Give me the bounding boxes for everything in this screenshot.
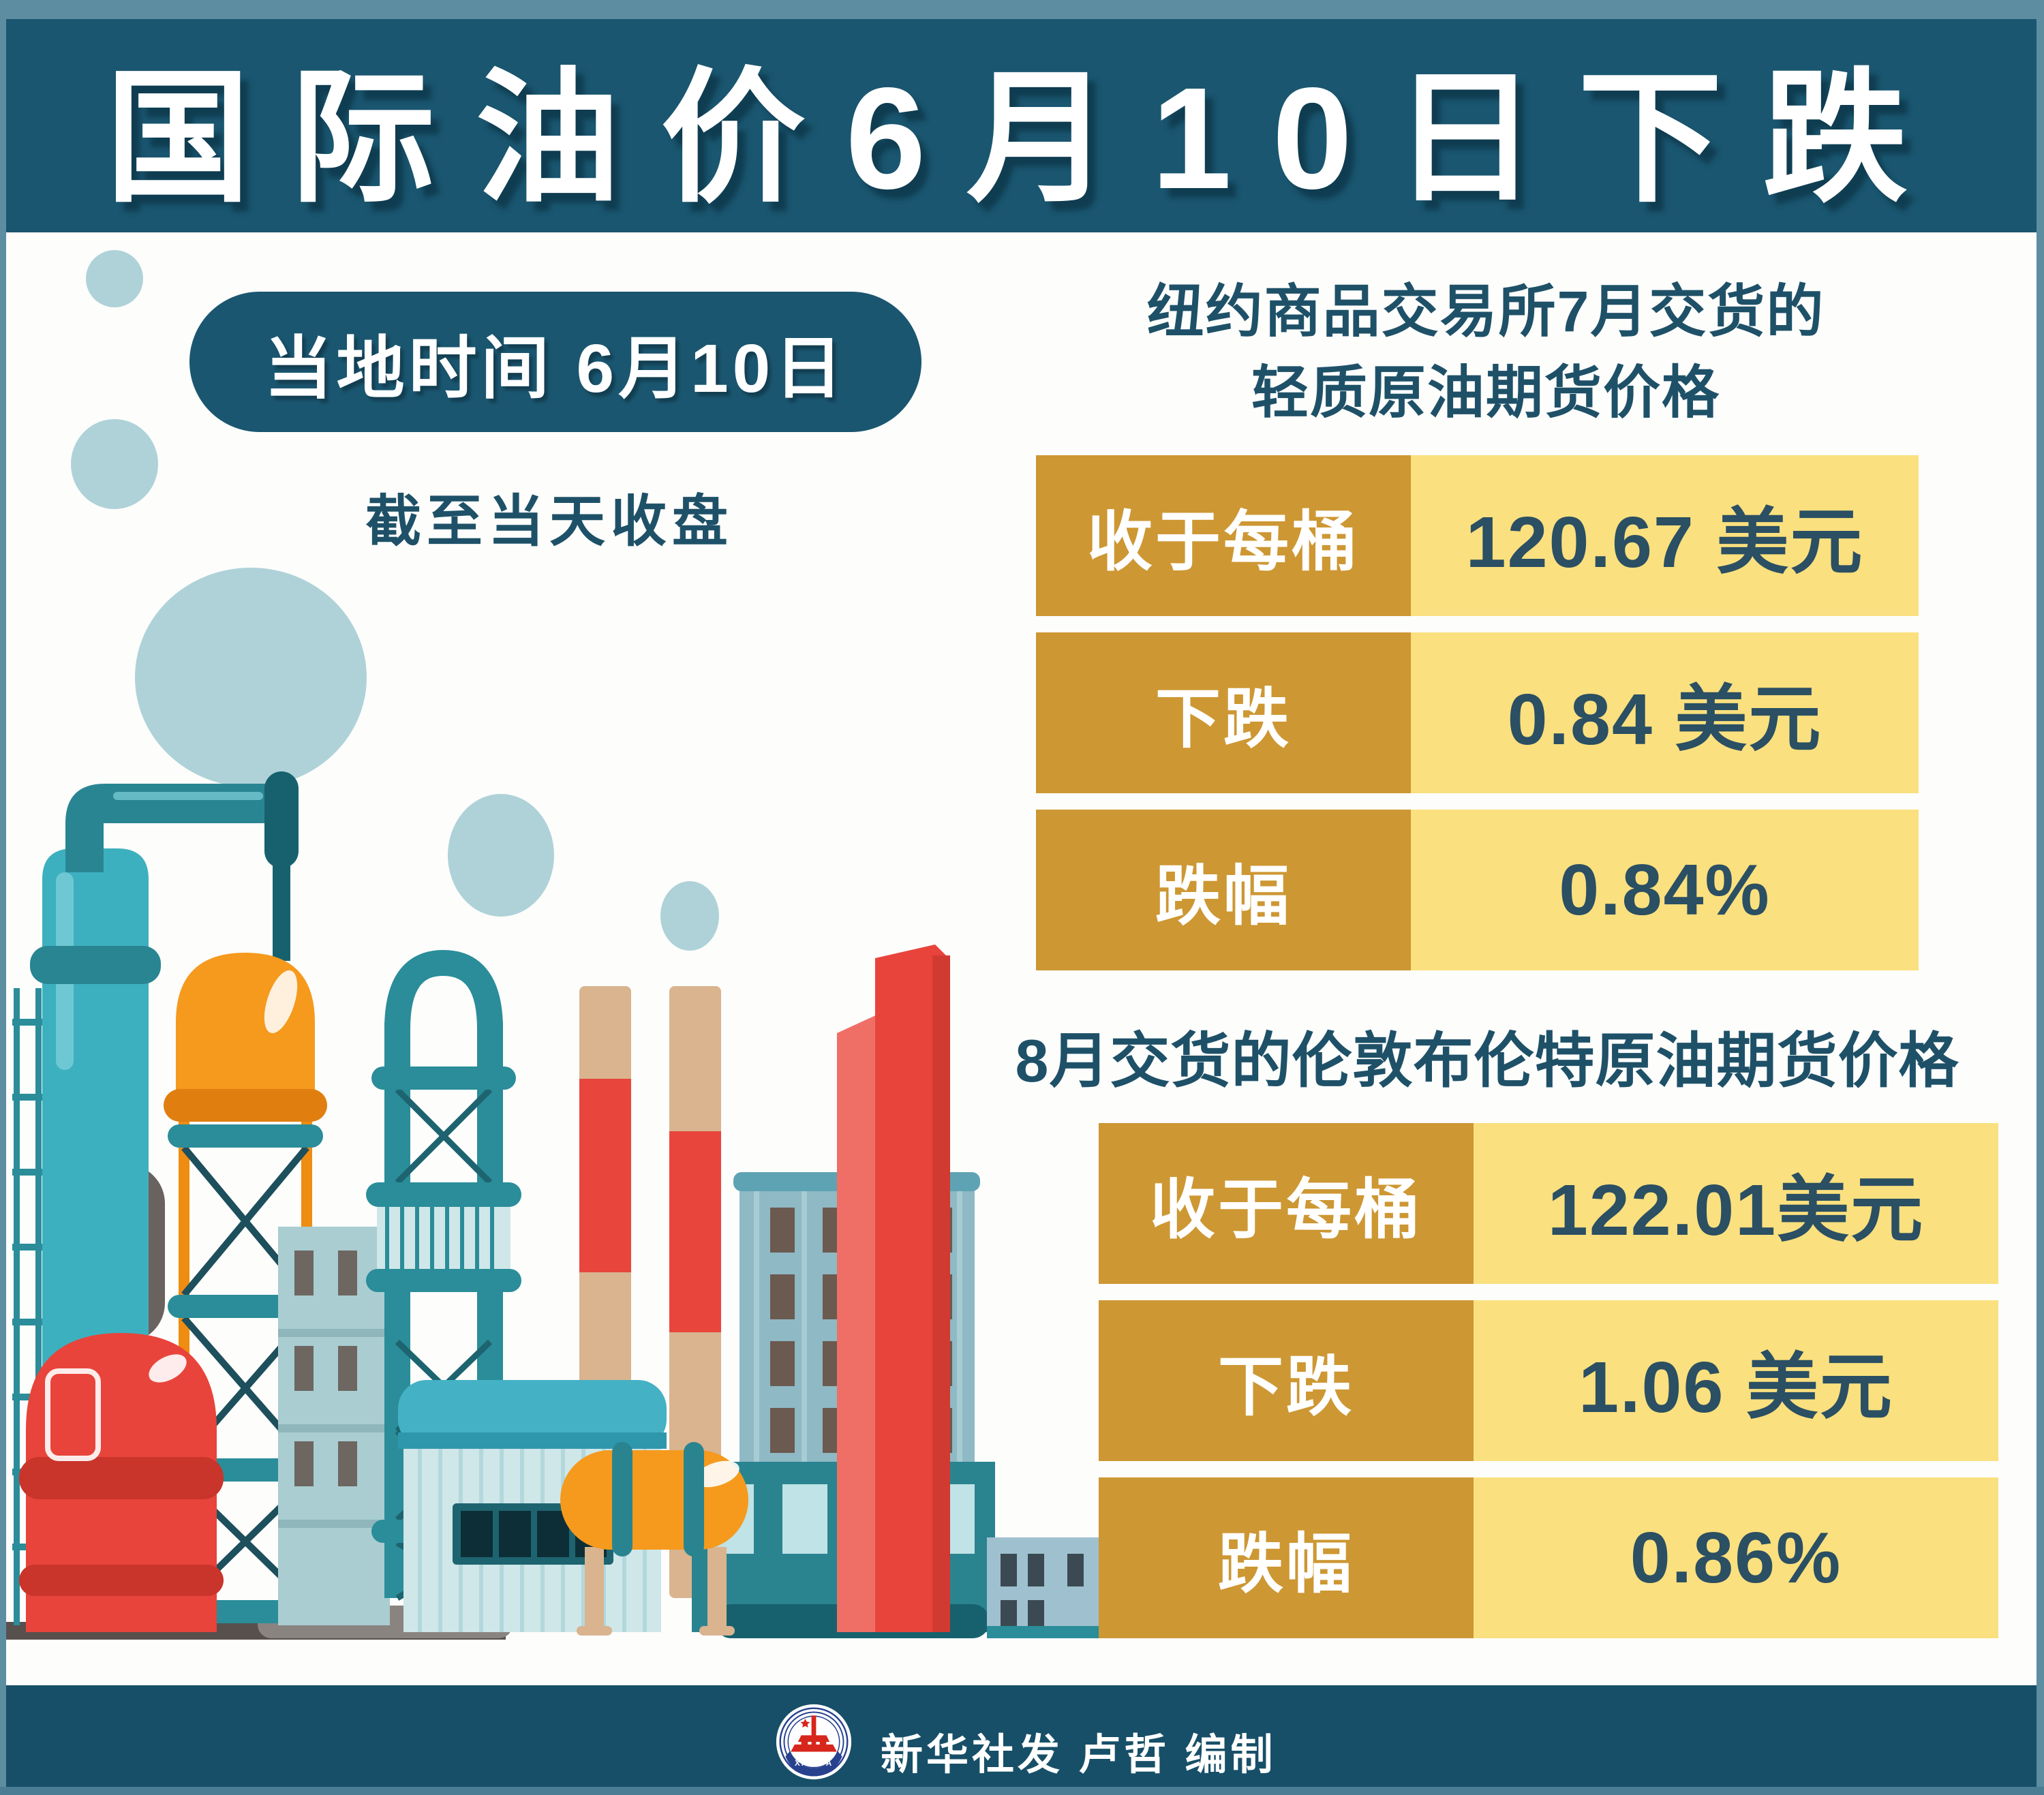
frame-strip-top bbox=[0, 0, 2044, 19]
row-value: 0.86% bbox=[1474, 1477, 1998, 1638]
row-value: 122.01美元 bbox=[1474, 1123, 1998, 1284]
table-row: 下跌 0.84 美元 bbox=[1036, 632, 1919, 793]
table-row: 收于每桶 122.01美元 bbox=[1099, 1123, 1998, 1284]
page-title: 国际油价6月10日下跌 bbox=[106, 57, 1948, 219]
footer-band bbox=[6, 1685, 2037, 1788]
row-label: 下跌 bbox=[1099, 1300, 1474, 1461]
closing-note: 截至当天收盘 bbox=[365, 491, 734, 553]
bubble-decoration bbox=[448, 794, 554, 917]
nymex-price-table: 收于每桶 120.67 美元 下跌 0.84 美元 跌幅 0.84% bbox=[1036, 455, 1919, 970]
xinhua-logo-text: XINHUA bbox=[795, 1759, 833, 1768]
nymex-heading: 纽约商品交易所7月交货的 轻质原油期货价格 bbox=[995, 271, 1977, 434]
row-label: 下跌 bbox=[1036, 632, 1411, 793]
table-row: 收于每桶 120.67 美元 bbox=[1036, 455, 1919, 616]
row-label: 收于每桶 bbox=[1099, 1123, 1474, 1284]
row-value: 120.67 美元 bbox=[1411, 455, 1919, 616]
frame-strip-bottom bbox=[0, 1787, 2044, 1795]
nymex-heading-line1: 纽约商品交易所7月交货的 bbox=[1146, 279, 1825, 343]
row-value: 1.06 美元 bbox=[1474, 1300, 1998, 1461]
row-label: 跌幅 bbox=[1099, 1477, 1474, 1638]
brent-price-table: 收于每桶 122.01美元 下跌 1.06 美元 跌幅 0.86% bbox=[1099, 1123, 1998, 1638]
row-value: 0.84% bbox=[1411, 810, 1919, 970]
frame-strip-left bbox=[0, 0, 6, 1795]
xinhua-logo-icon: XINHUA bbox=[776, 1704, 852, 1780]
nymex-heading-line2: 轻质原油期货价格 bbox=[1251, 360, 1720, 425]
local-time-badge: 当地时间 6月10日 bbox=[189, 292, 921, 432]
row-value: 0.84 美元 bbox=[1411, 632, 1919, 793]
row-label: 跌幅 bbox=[1036, 810, 1411, 970]
bubble-decoration bbox=[135, 568, 367, 787]
title-banner: 国际油价6月10日下跌 bbox=[6, 19, 2037, 232]
bubble-decoration bbox=[660, 881, 719, 951]
table-row: 跌幅 0.84% bbox=[1036, 810, 1919, 970]
refinery-illustration bbox=[5, 771, 1104, 1640]
table-row: 跌幅 0.86% bbox=[1099, 1477, 1998, 1638]
local-time-label: 当地时间 6月10日 bbox=[264, 330, 847, 407]
table-row: 下跌 1.06 美元 bbox=[1099, 1300, 1998, 1461]
bubble-decoration bbox=[71, 419, 158, 509]
frame-strip-right bbox=[2037, 0, 2044, 1795]
footer-credit: 新华社发 卢哲 编制 bbox=[881, 1732, 1277, 1779]
brent-heading: 8月交货的伦敦布伦特原油期货价格 bbox=[1015, 1027, 1959, 1094]
bubble-decoration bbox=[86, 250, 143, 307]
row-label: 收于每桶 bbox=[1036, 455, 1411, 616]
